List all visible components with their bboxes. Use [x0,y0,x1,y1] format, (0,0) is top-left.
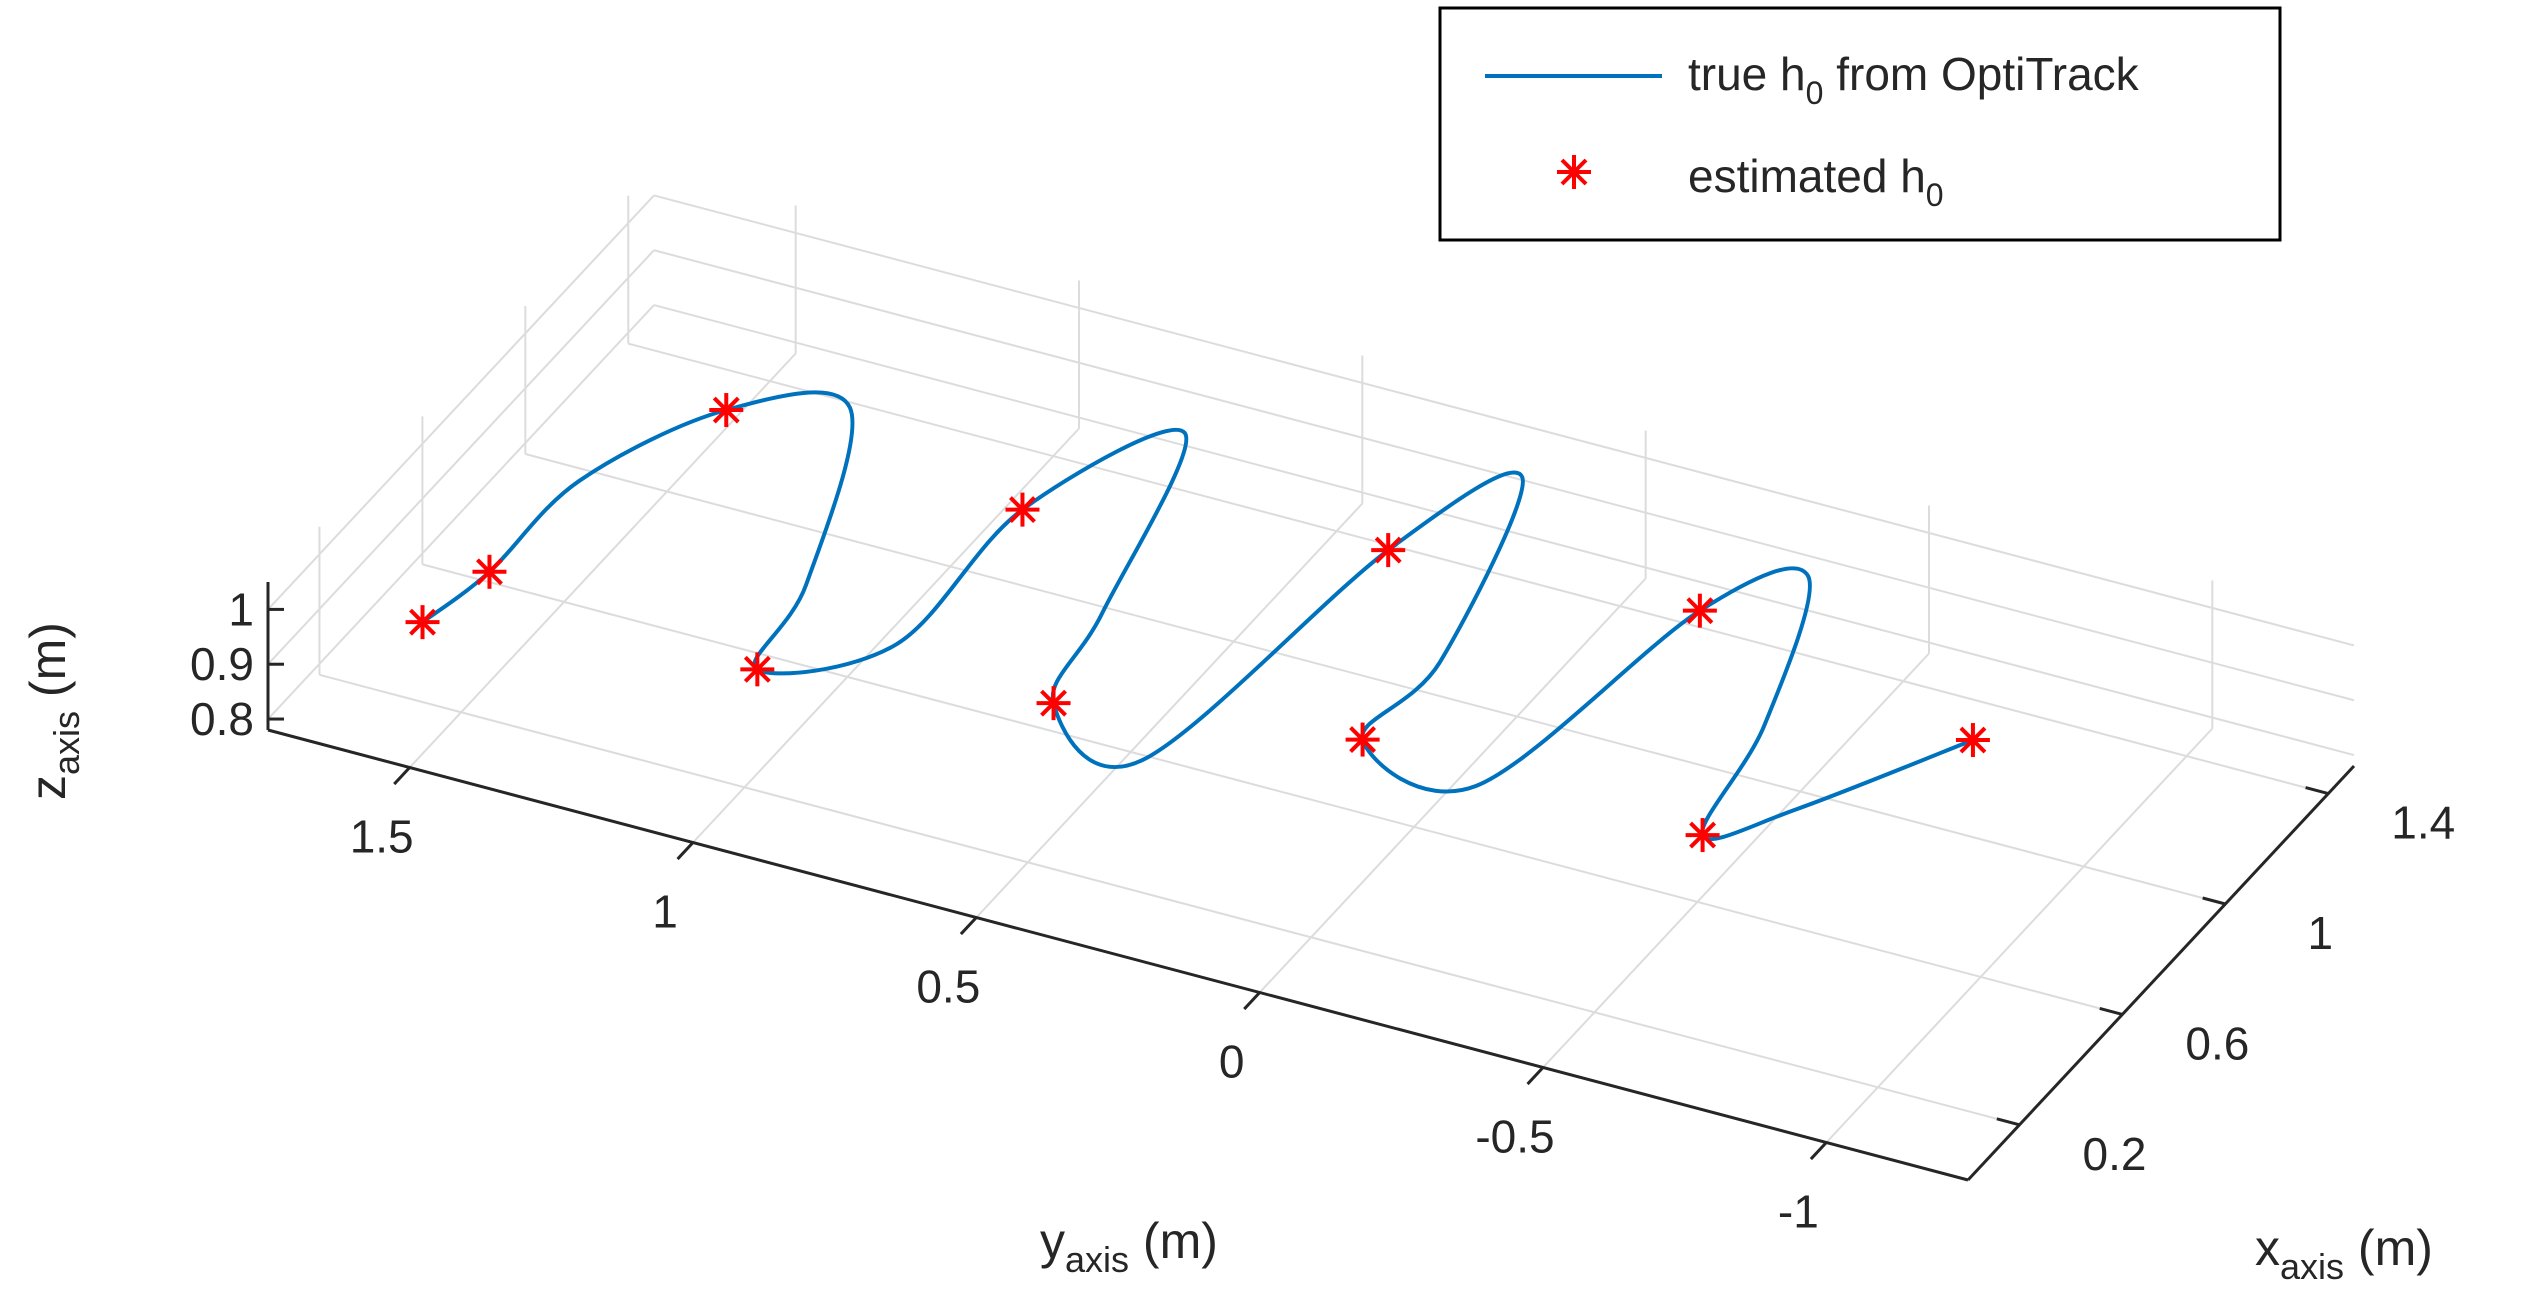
estimated-point-6 [1371,533,1406,568]
left-wall-horizontal-0 [267,304,655,720]
legend-entry-true: true h0 from OptiTrack [1688,48,2140,111]
y-tick-1 [676,841,695,861]
y-tick-3 [1243,991,1261,1011]
axis-layer: 1.510.50-0.5-10.20.611.40.80.91 [190,582,2455,1238]
floor-gridline-x-2 [525,453,2226,905]
z-tick-label: 0.9 [190,638,254,690]
floor-gridline-x-3 [628,342,2329,795]
estimated-point-7 [1345,722,1380,757]
estimated-point-8 [1682,593,1717,628]
floor-gridline-y-0 [408,352,797,769]
floor-gridline-y-5 [1825,727,2214,1144]
x-tick-1 [2099,1006,2123,1016]
estimated-point-2 [709,393,744,428]
legend-entry-estimated: estimated h0 [1688,150,1944,213]
y-tick-label: 0 [1219,1036,1245,1088]
back-wall-horizontal-0 [653,304,2355,757]
y-tick-label: 1 [652,886,678,938]
z-tick-label: 1 [228,583,254,635]
left-wall-horizontal-1 [267,249,655,665]
floor-gridline-y-3 [1258,577,1647,994]
estimated-point-4 [1005,492,1040,527]
back-wall-horizontal-2 [653,194,2355,647]
y-tick-label: -0.5 [1475,1111,1554,1163]
estimated-point-5 [1036,686,1071,721]
estimated-markers-layer [405,393,1990,853]
legend-box [1438,6,2282,242]
x-tick-label: 1 [2308,907,2334,959]
y-tick-5 [1809,1141,1828,1161]
estimated-point-1 [472,554,507,589]
grid-layer [267,194,2355,1144]
floor-gridline-y-1 [692,427,1080,844]
y-tick-label: 0.5 [916,961,980,1013]
x-tick-3 [2305,786,2329,796]
y-tick-2 [959,916,978,936]
legend-asterisk [1557,155,1591,189]
z-axis-label: zaxis (m) [20,622,87,800]
y-axis-label: yaxis (m) [1040,1213,1218,1280]
true-path-layer [421,390,1974,842]
x-axis-line [1966,764,2356,1182]
x-tick-2 [2202,896,2226,906]
x-axis-label: xaxis (m) [2255,1220,2433,1287]
y-tick-4 [1526,1066,1545,1086]
floor-gridline-y-4 [1542,652,1930,1069]
estimated-point-10 [1955,723,1990,758]
left-wall-horizontal-2 [267,194,655,611]
floor-gridline-x-0 [319,673,2020,1126]
z-tick-label: 0.8 [190,693,254,745]
estimated-point-3 [740,652,775,687]
y-axis-line [267,728,1969,1182]
x-tick-label: 0.6 [2185,1017,2249,1069]
y-tick-label: -1 [1778,1186,1819,1238]
true-path-line [421,390,1974,842]
x-tick-label: 0.2 [2082,1128,2146,1180]
legend: true h0 from OptiTrack estimated h0 [1438,6,2282,242]
estimated-point-0 [405,605,440,640]
legend-asterisk-swatch [1557,155,1591,189]
y-tick-0 [393,766,411,786]
floor-gridline-x-1 [422,563,2123,1016]
y-tick-label: 1.5 [350,811,414,863]
x-tick-label: 1.4 [2391,797,2455,849]
floor-gridline-y-2 [975,502,1364,919]
estimated-point-9 [1685,818,1720,853]
x-tick-0 [1996,1117,2020,1127]
